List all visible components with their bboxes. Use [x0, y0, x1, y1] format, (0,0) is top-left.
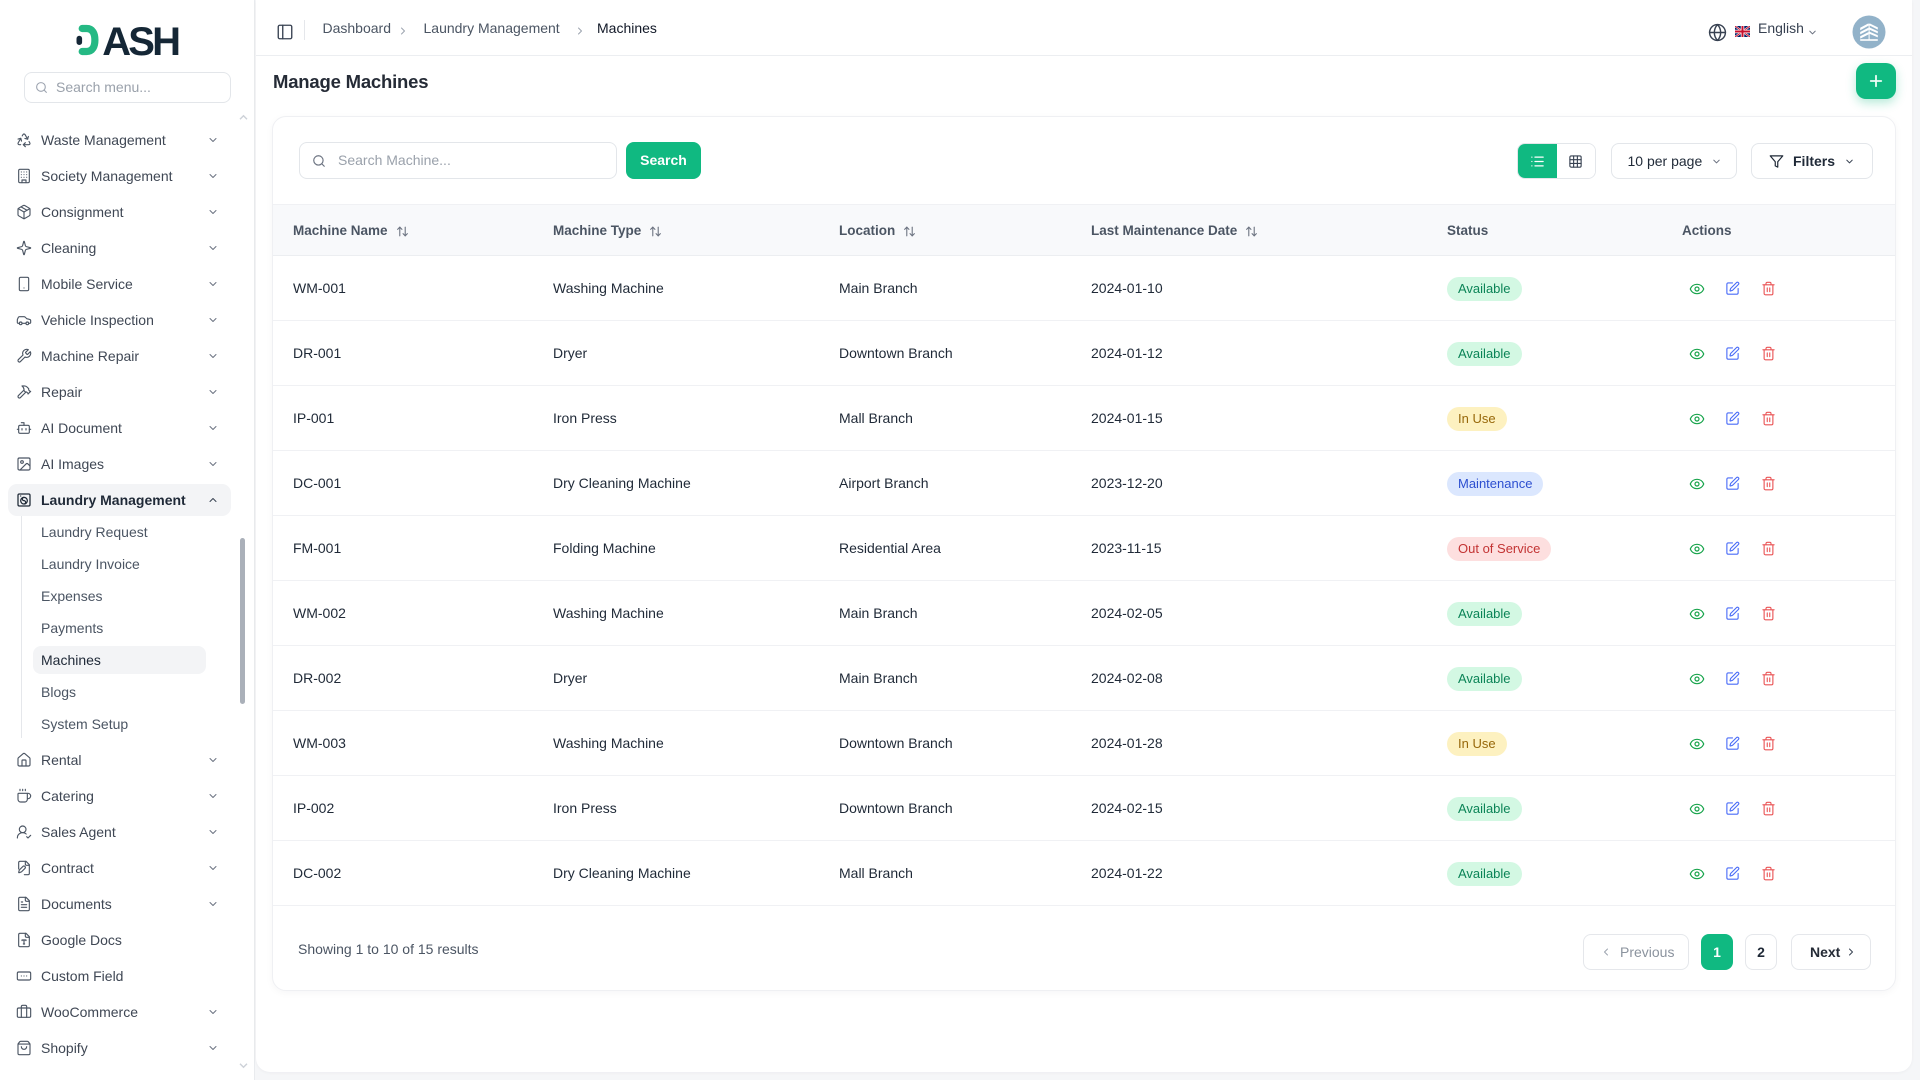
svg-text:ASH: ASH: [102, 22, 179, 58]
